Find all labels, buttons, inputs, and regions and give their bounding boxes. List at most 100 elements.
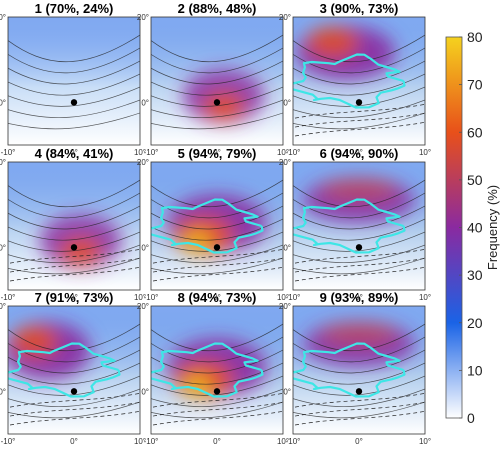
x-tick-label: 0° xyxy=(213,437,221,446)
dashed-contour-line xyxy=(8,401,140,417)
y-tick-label: 20° xyxy=(279,158,291,167)
dashed-contour-line xyxy=(8,257,140,273)
colorbar-tick-label: 70 xyxy=(467,77,483,93)
axes-frame xyxy=(292,16,426,146)
contour-line xyxy=(8,323,140,352)
contour-line xyxy=(8,362,140,385)
colorbar-tick-label: 20 xyxy=(467,315,483,331)
contour-line xyxy=(151,47,283,74)
heatmap-area xyxy=(151,17,283,145)
center-marker xyxy=(355,99,363,106)
contour-line xyxy=(293,336,425,363)
x-tick-label: 10° xyxy=(134,437,146,446)
panel-5: 5 (94%, 79%)-10° 0° 10°20°0° xyxy=(137,146,289,302)
contour-line xyxy=(293,323,425,352)
panel-6: 6 (94%, 90%)-10° 0° 10°20°0° xyxy=(279,146,431,302)
contour-line xyxy=(8,179,140,208)
y-tick-label: 20° xyxy=(137,302,149,311)
contour-line xyxy=(151,336,283,363)
center-marker xyxy=(70,388,78,395)
y-tick-label: 0° xyxy=(0,243,6,252)
x-tick-label: -10° xyxy=(144,437,159,446)
contour-line xyxy=(151,323,283,352)
axes-frame xyxy=(292,305,426,435)
heatmap-area xyxy=(8,306,140,434)
x-tick-label: 10° xyxy=(277,437,289,446)
center-marker xyxy=(355,388,363,395)
x-tick-label: 10° xyxy=(134,293,146,302)
heatmap-area xyxy=(293,162,425,290)
cyan-contour xyxy=(151,342,264,398)
axes-frame xyxy=(150,16,284,146)
contour-line xyxy=(293,34,425,63)
colorbar-tick-label: 40 xyxy=(467,220,483,236)
y-tick-label: 0° xyxy=(283,243,291,252)
x-tick-label: -10° xyxy=(286,293,301,302)
contour-line xyxy=(8,99,140,118)
x-tick-label: 10° xyxy=(419,293,431,302)
panel-4: 4 (84%, 41%) -10° 0° 10° 20° 0° xyxy=(0,146,146,302)
contour-line xyxy=(8,112,140,130)
contour-line xyxy=(293,218,425,241)
heat-blob xyxy=(202,92,245,121)
contour-line xyxy=(293,388,425,407)
colorbar-tick-label: 60 xyxy=(467,124,483,140)
contour-line xyxy=(151,388,283,407)
cyan-contour xyxy=(293,198,406,254)
panel-1: 1 (70%, 24%) -10° 0° 10° 20° 0° xyxy=(0,1,146,157)
x-tick-label: -10° xyxy=(1,148,16,157)
dashed-contour-line xyxy=(151,248,283,264)
y-tick-label: 20° xyxy=(279,302,291,311)
x-tick-label: 0° xyxy=(355,437,363,446)
panel-title: 3 (90%, 73%) xyxy=(320,1,399,16)
heatmap-area xyxy=(8,162,140,290)
heat-blob xyxy=(319,322,399,346)
contour-line xyxy=(151,73,283,96)
dashed-contour-line xyxy=(8,410,140,426)
x-tick-label: -10° xyxy=(286,148,301,157)
x-tick-label: 0° xyxy=(355,293,363,302)
x-tick-label: 0° xyxy=(70,293,78,302)
heat-blobs xyxy=(39,214,122,269)
colorbar-tick-label: 0 xyxy=(467,410,475,426)
dashed-contour-line xyxy=(293,112,425,128)
contour-line xyxy=(293,99,425,118)
axes-frame xyxy=(292,161,426,291)
panel-title: 8 (94%, 73%) xyxy=(178,290,257,305)
contour-line xyxy=(293,179,425,208)
cyan-contour xyxy=(293,342,406,398)
dashed-contour-line xyxy=(8,392,140,408)
contour-line xyxy=(151,362,283,385)
x-tick-label: -10° xyxy=(1,293,16,302)
axes-frame xyxy=(150,305,284,435)
center-marker xyxy=(213,388,221,395)
heatmap-area xyxy=(151,306,283,434)
y-tick-label: 20° xyxy=(0,302,6,311)
heat-blob xyxy=(184,376,211,395)
x-tick-label: 0° xyxy=(70,148,78,157)
cyan-contour xyxy=(151,198,264,254)
contour-line xyxy=(8,73,140,96)
dashed-contour-line xyxy=(293,392,425,408)
contour-line xyxy=(8,60,140,85)
x-tick-label: -10° xyxy=(286,437,301,446)
x-tick-label: 10° xyxy=(419,437,431,446)
dashed-contour-line xyxy=(293,248,425,264)
dashed-contour-line xyxy=(151,266,283,282)
colorbar-tick-label: 50 xyxy=(467,172,483,188)
panel-title: 6 (94%, 90%) xyxy=(320,146,399,161)
contour-line xyxy=(8,244,140,263)
dashed-contour-line xyxy=(151,392,283,408)
colorbar: 0 10 20 30 40 50 60 70 80 Frequency (%) xyxy=(445,29,500,426)
panel-title: 4 (84%, 41%) xyxy=(35,146,114,161)
axes-frame xyxy=(7,16,141,146)
dashed-contour-line xyxy=(293,121,425,137)
x-tick-label: 10° xyxy=(277,148,289,157)
y-tick-label: 20° xyxy=(0,158,6,167)
panel-9: 9 (93%, 89%)-10° 0° 10°20°0° xyxy=(279,290,431,446)
center-marker xyxy=(70,244,78,251)
x-tick-label: -10° xyxy=(144,148,159,157)
x-tick-label: -10° xyxy=(144,293,159,302)
center-marker xyxy=(70,99,78,106)
panel-title: 2 (88%, 48%) xyxy=(178,1,257,16)
